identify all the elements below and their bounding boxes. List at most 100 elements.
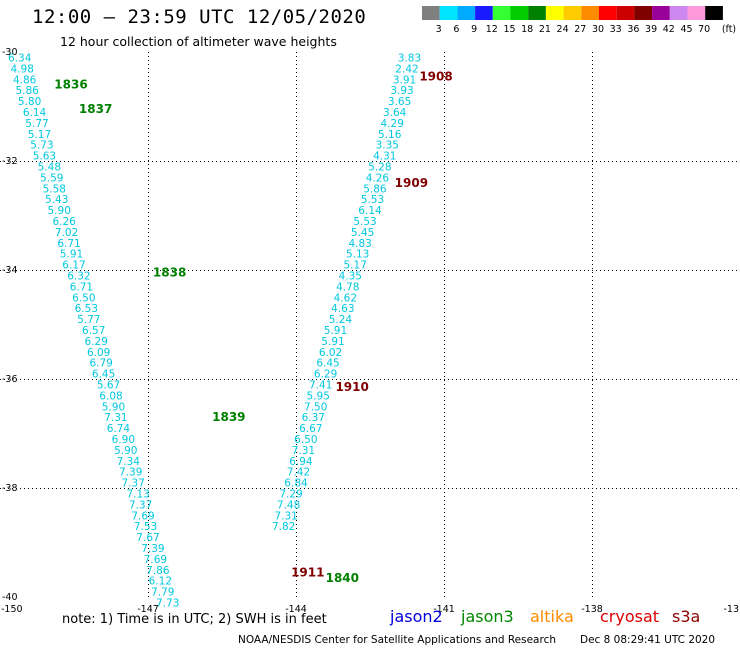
swh-value-s3a: 7.42 [287, 467, 310, 479]
swh-value-jason3: 6.14 [23, 107, 47, 119]
swh-value-s3a: 6.45 [316, 358, 339, 370]
swh-value-s3a: 5.53 [361, 194, 384, 206]
swh-value-s3a: 2.42 [395, 63, 418, 75]
swh-value-jason3: 7.39 [141, 543, 164, 555]
swh-value-s3a: 5.28 [368, 161, 391, 173]
swh-value-s3a: 4.26 [366, 172, 390, 184]
swh-value-s3a: 7.82 [272, 521, 295, 533]
swh-value-jason3: 5.90 [114, 445, 137, 457]
swh-value-s3a: 4.63 [331, 303, 354, 315]
swh-value-s3a: 3.65 [388, 96, 411, 108]
swh-value-s3a: 6.37 [302, 412, 325, 424]
swh-value-s3a: 4.83 [348, 238, 371, 250]
time-label-jason3: 1836 [54, 78, 87, 92]
y-tick-label: -34 [2, 265, 18, 276]
swh-value-jason3: 6.90 [112, 434, 135, 446]
swh-value-jason3: 7.34 [117, 456, 141, 468]
footer-note: note: 1) Time is in UTC; 2) SWH is in fe… [62, 612, 327, 627]
swh-value-s3a: 7.29 [279, 488, 302, 500]
colorbar-swatch [422, 6, 440, 20]
footer-timestamp: Dec 8 08:29:41 UTC 2020 [580, 634, 716, 646]
swh-value-jason3: 6.08 [99, 390, 122, 402]
swh-value-s3a: 5.13 [346, 249, 369, 261]
swh-value-s3a: 5.16 [378, 129, 402, 141]
swh-value-jason3: 5.90 [102, 401, 125, 413]
swh-value-jason3: 5.63 [33, 151, 56, 163]
page-title: 12:00 – 23:59 UTC 12/05/2020 [32, 6, 367, 28]
swh-value-jason3: 5.90 [48, 205, 71, 217]
page-subtitle: 12 hour collection of altimeter wave hei… [60, 34, 337, 49]
time-label-s3a: 1910 [335, 380, 368, 394]
swh-value-jason3: 6.71 [57, 238, 80, 250]
swh-value-s3a: 6.29 [314, 369, 337, 381]
swh-value-s3a: 3.91 [393, 74, 416, 86]
swh-value-jason3: 7.37 [122, 478, 145, 490]
x-tick-label: -144 [285, 604, 307, 615]
swh-value-jason3: 5.17 [28, 129, 51, 141]
swh-value-s3a: 7.31 [274, 510, 297, 522]
legend-s3a: s3a [672, 607, 701, 626]
colorbar-label: 24 [557, 24, 569, 35]
colorbar-label: 42 [663, 24, 675, 35]
swh-value-jason3: 5.77 [77, 314, 100, 326]
swh-value-s3a: 3.93 [390, 85, 413, 97]
swh-value-jason3: 4.98 [11, 63, 34, 75]
swh-value-s3a: 6.50 [294, 434, 317, 446]
swh-value-jason3: 6.53 [75, 303, 98, 315]
swh-value-jason3: 7.39 [119, 467, 142, 479]
y-tick-label: -32 [2, 156, 18, 167]
swh-value-jason3: 6.17 [62, 260, 85, 272]
swh-value-s3a: 3.64 [383, 107, 407, 119]
swh-value-s3a: 4.31 [373, 151, 396, 163]
swh-value-jason3: 7.67 [136, 532, 159, 544]
colorbar-swatch [634, 6, 653, 20]
swh-value-jason3: 6.34 [8, 52, 32, 64]
time-label-jason3: 1840 [326, 571, 359, 585]
colorbar-label: 6 [453, 24, 459, 35]
colorbar-label: 18 [521, 24, 533, 35]
swh-value-jason3: 6.45 [92, 369, 115, 381]
colorbar-swatch [475, 6, 493, 20]
x-tick-label: -13 [723, 604, 739, 615]
swh-value-jason3: 5.58 [43, 183, 66, 195]
x-tick-label: -147 [137, 604, 159, 615]
swh-value-s3a: 6.94 [289, 456, 313, 468]
y-tick-label: -38 [2, 483, 18, 494]
colorbar-unit: (ft) [722, 24, 736, 35]
colorbar-swatch [510, 6, 529, 20]
swh-value-jason3: 7.31 [104, 412, 127, 424]
colorbar-label: 45 [680, 24, 692, 35]
swh-value-s3a: 5.91 [321, 336, 344, 348]
legend-altika: altika [530, 607, 574, 626]
swh-value-s3a: 4.29 [381, 118, 404, 130]
swh-value-jason3: 7.37 [129, 499, 152, 511]
colorbar-swatch [652, 6, 670, 20]
swh-value-jason3: 6.79 [89, 358, 112, 370]
y-tick-label: -30 [2, 47, 18, 58]
legend-cryosat: cryosat [600, 607, 660, 626]
colorbar-swatch [457, 6, 476, 20]
footer-credit: NOAA/NESDIS Center for Satellite Applica… [238, 634, 556, 646]
swh-value-jason3: 7.79 [151, 587, 174, 599]
swh-value-s3a: 5.91 [324, 325, 347, 337]
legend-jason3: jason3 [461, 607, 514, 626]
swh-value-jason3: 5.73 [30, 140, 53, 152]
wave-height-colorbar: 3 6 9 12 15 18 21 24 27 30 33 36 39 42 45 70 (ft) [422, 6, 736, 35]
swh-value-s3a: 6.02 [319, 347, 342, 359]
colorbar-label: 30 [592, 24, 604, 35]
colorbar-label: 21 [539, 24, 551, 35]
swh-value-s3a: 3.35 [376, 140, 399, 152]
swh-value-s3a: 4.62 [334, 292, 357, 304]
swh-value-s3a: 3.83 [398, 52, 421, 64]
x-tick-label: -150 [1, 604, 23, 615]
swh-value-jason3: 6.74 [107, 423, 131, 435]
colorbar-swatch [545, 6, 564, 20]
swh-value-s3a: 7.48 [277, 499, 300, 511]
legend-jason2: jason2 [390, 607, 443, 626]
colorbar-label: 33 [610, 24, 622, 35]
colorbar-swatch [705, 6, 723, 20]
colorbar-swatch [528, 6, 546, 20]
colorbar-label: 70 [698, 24, 710, 35]
swh-value-jason3: 5.59 [40, 172, 63, 184]
